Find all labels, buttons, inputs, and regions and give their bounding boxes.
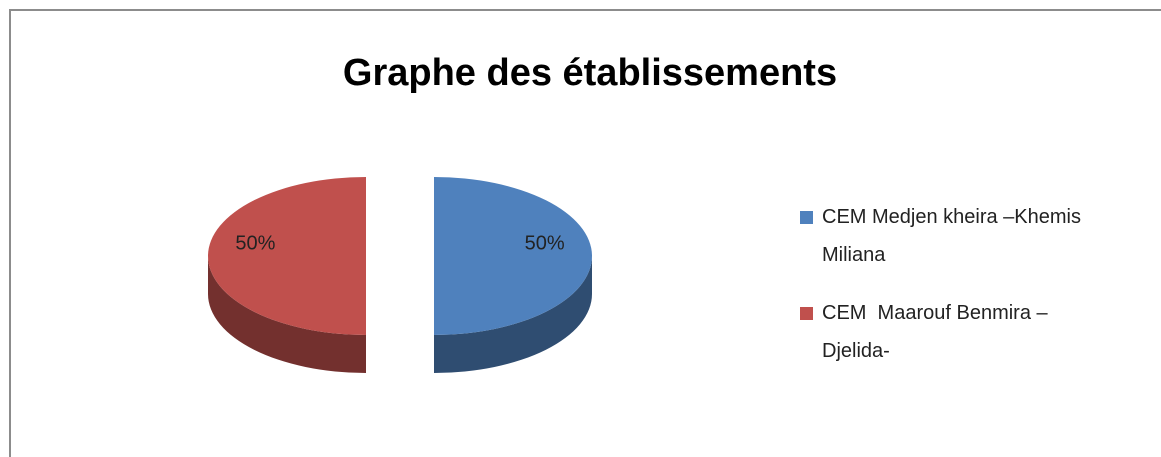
pie-slice-side <box>434 256 592 373</box>
legend-item: CEM Medjen kheira –Khemis Miliana <box>800 198 1110 274</box>
legend-swatch <box>800 307 813 320</box>
pie-slice <box>434 177 592 335</box>
legend-item: CEM Maarouf Benmira – Djelida- <box>800 294 1110 370</box>
data-label: 50% <box>525 232 565 254</box>
data-label: 50% <box>235 232 275 254</box>
chart-title: Graphe des établissements <box>343 52 837 94</box>
legend-swatch <box>800 211 813 224</box>
legend-label: CEM Medjen kheira –Khemis Miliana <box>822 206 1087 266</box>
chart-border <box>9 9 1161 457</box>
legend-label: CEM Maarouf Benmira – Djelida- <box>822 302 1054 362</box>
pie-slice-side <box>208 256 366 373</box>
pie-slice <box>208 177 366 335</box>
